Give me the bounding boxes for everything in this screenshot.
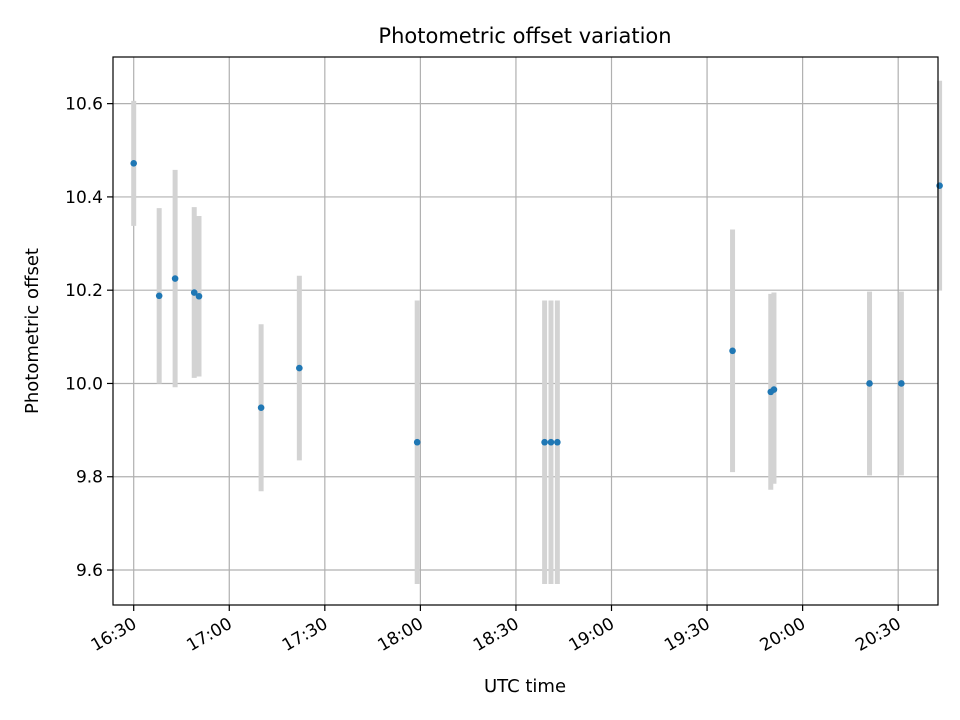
data-point [866,380,873,387]
data-point [554,438,561,446]
data-point [171,275,179,282]
y-tick-label: 10.6 [65,95,103,115]
data-point [413,438,421,446]
data-point [729,347,736,355]
chart-title: Photometric offset variation [378,24,671,48]
y-tick-label: 10.2 [65,281,103,301]
y-tick-label: 10.4 [65,188,103,208]
data-point [541,438,548,446]
data-point [296,364,303,372]
y-axis-label: Photometric offset [22,248,43,414]
data-point [195,292,203,300]
grid [113,57,938,605]
y-tick-label: 10.0 [65,374,103,394]
y-tick-label: 9.8 [76,468,103,488]
plot-frame [112,56,939,606]
y-tick-label: 9.6 [76,561,103,581]
y-axis-ticks: 9.6 9.8 10.0 10.2 10.4 10.6 [65,95,113,581]
data-point [770,386,778,393]
data-points [130,160,943,446]
data-point [547,438,555,446]
data-point [130,160,138,167]
data-point [190,289,198,296]
data-point [898,380,905,387]
data-point [155,292,163,300]
x-axis-label: UTC time [484,676,566,697]
data-point [257,404,265,412]
data-point [936,182,943,190]
